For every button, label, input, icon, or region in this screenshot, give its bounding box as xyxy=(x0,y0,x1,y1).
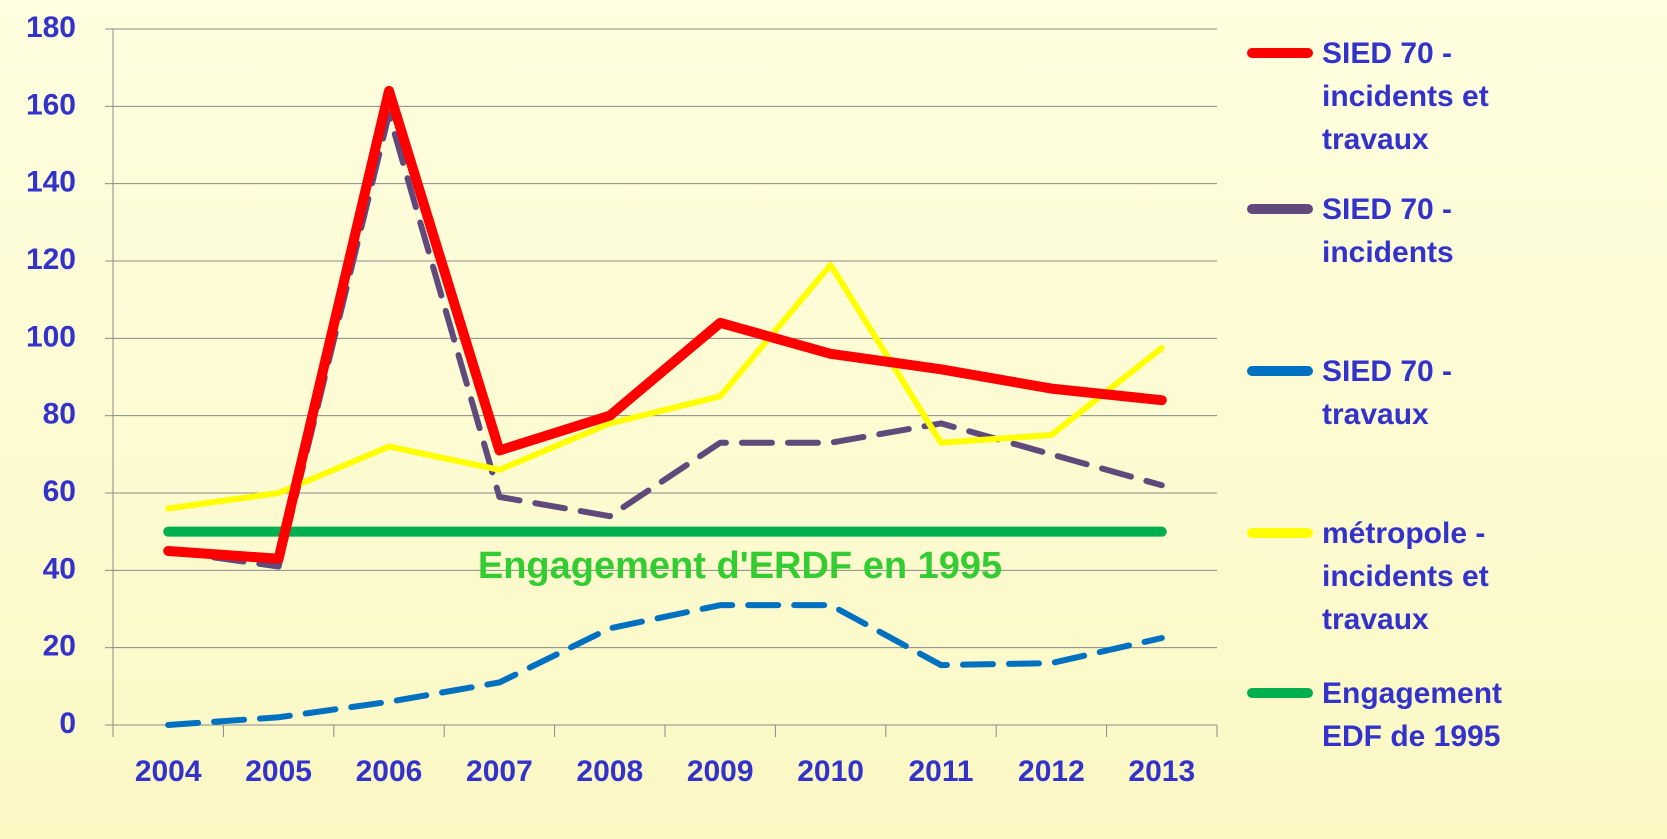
legend-label: métropole - incidents et travaux xyxy=(1322,517,1489,636)
series-line xyxy=(165,111,1165,570)
legend-label: SIED 70 - incidents xyxy=(1322,193,1454,269)
series-line xyxy=(165,602,1165,728)
y-tick-label: 20 xyxy=(43,630,76,663)
x-tick-label: 2011 xyxy=(908,755,973,788)
series-line xyxy=(163,85,1167,564)
x-tick-label: 2006 xyxy=(356,755,423,788)
x-tick-label: 2010 xyxy=(797,755,864,788)
x-tick-label: 2004 xyxy=(135,755,202,788)
y-tick-label: 180 xyxy=(26,11,76,44)
annotation: Engagement d'ERDF en 1995 xyxy=(478,545,1002,587)
x-tick-label: 2012 xyxy=(1018,755,1085,788)
x-tick-label: 2007 xyxy=(466,755,533,788)
x-tick-label: 2013 xyxy=(1128,755,1195,788)
x-tick-label: 2008 xyxy=(576,755,643,788)
legend-label: SIED 70 - incidents et travaux xyxy=(1322,37,1489,156)
y-tick-label: 80 xyxy=(43,398,76,431)
legend-label: SIED 70 - travaux xyxy=(1322,355,1453,431)
x-tick-label: 2005 xyxy=(245,755,312,788)
legend-label: Engagement EDF de 1995 xyxy=(1322,677,1503,753)
y-tick-label: 100 xyxy=(26,320,76,353)
y-tick-label: 0 xyxy=(59,707,76,740)
y-tick-label: 40 xyxy=(43,552,76,585)
series-line xyxy=(165,261,1165,512)
y-tick-label: 140 xyxy=(26,166,76,199)
y-tick-label: 160 xyxy=(26,88,76,121)
x-tick-label: 2009 xyxy=(687,755,754,788)
y-tick-label: 120 xyxy=(26,243,76,276)
y-tick-label: 60 xyxy=(43,475,76,508)
